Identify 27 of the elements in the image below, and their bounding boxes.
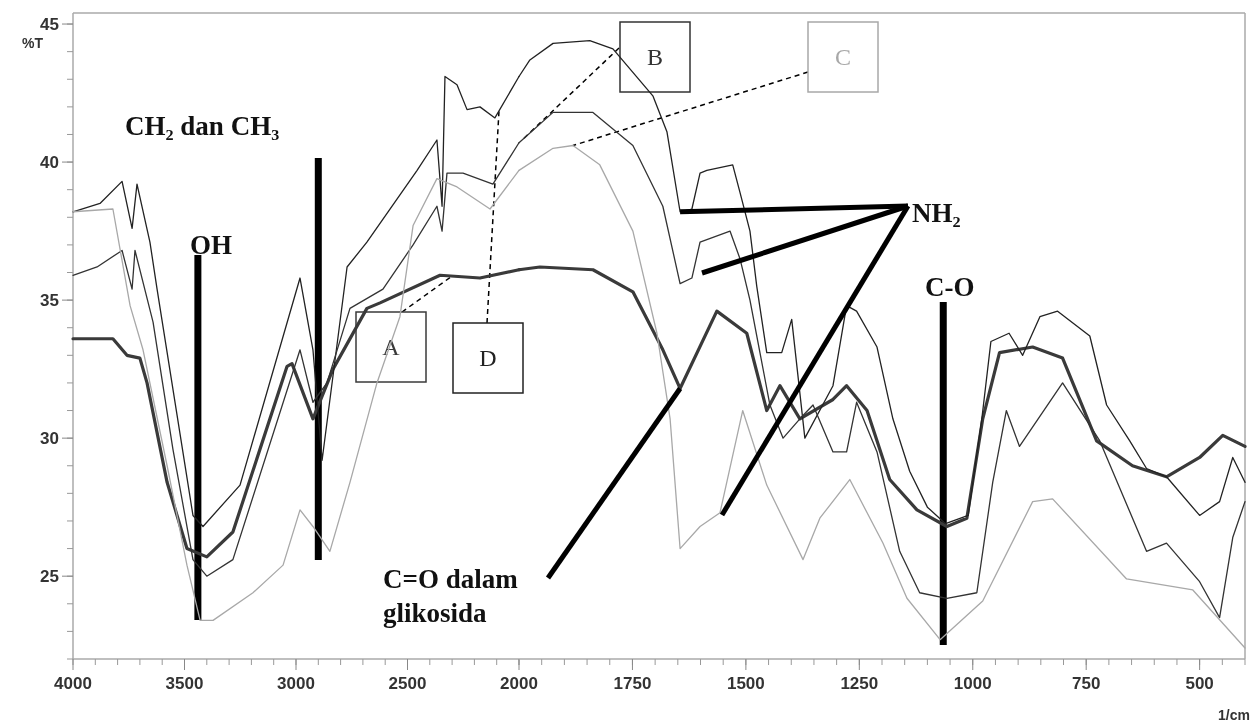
x-tick-label: 4000 — [54, 674, 92, 693]
x-tick-label: 1250 — [840, 674, 879, 693]
y-axis-title: %T — [22, 35, 44, 51]
x-axis-title: 1/cm — [1218, 707, 1250, 723]
series-label: A — [382, 334, 401, 361]
x-tick-label: 3500 — [165, 674, 204, 693]
annotation: C=O dalam glikosida — [383, 564, 519, 628]
ref-line-label: OH — [190, 230, 233, 260]
x-tick-label: 1750 — [613, 674, 652, 693]
x-tick-label: 500 — [1185, 674, 1214, 693]
x-tick-label: 1000 — [953, 674, 992, 693]
annotation: NH₂ — [912, 198, 961, 228]
x-tick-label: 3000 — [277, 674, 315, 693]
x-tick-label: 2000 — [500, 674, 538, 693]
y-tick-label: 40 — [40, 153, 59, 173]
text: D — [479, 345, 497, 372]
x-tick-label: 750 — [1072, 674, 1101, 693]
text: B — [646, 44, 664, 71]
x-tick-label: 1500 — [726, 674, 765, 693]
x-tick-label: 2500 — [388, 674, 427, 693]
y-tick-label: 35 — [40, 291, 59, 311]
y-tick-label: 25 — [40, 567, 59, 587]
ref-line-label: CH₂ dan CH₃ — [125, 111, 280, 141]
text: C — [834, 44, 852, 71]
y-tick-label: 45 — [40, 14, 59, 34]
y-tick-label: 30 — [40, 429, 59, 449]
ref-line-label: C-O — [925, 272, 975, 302]
